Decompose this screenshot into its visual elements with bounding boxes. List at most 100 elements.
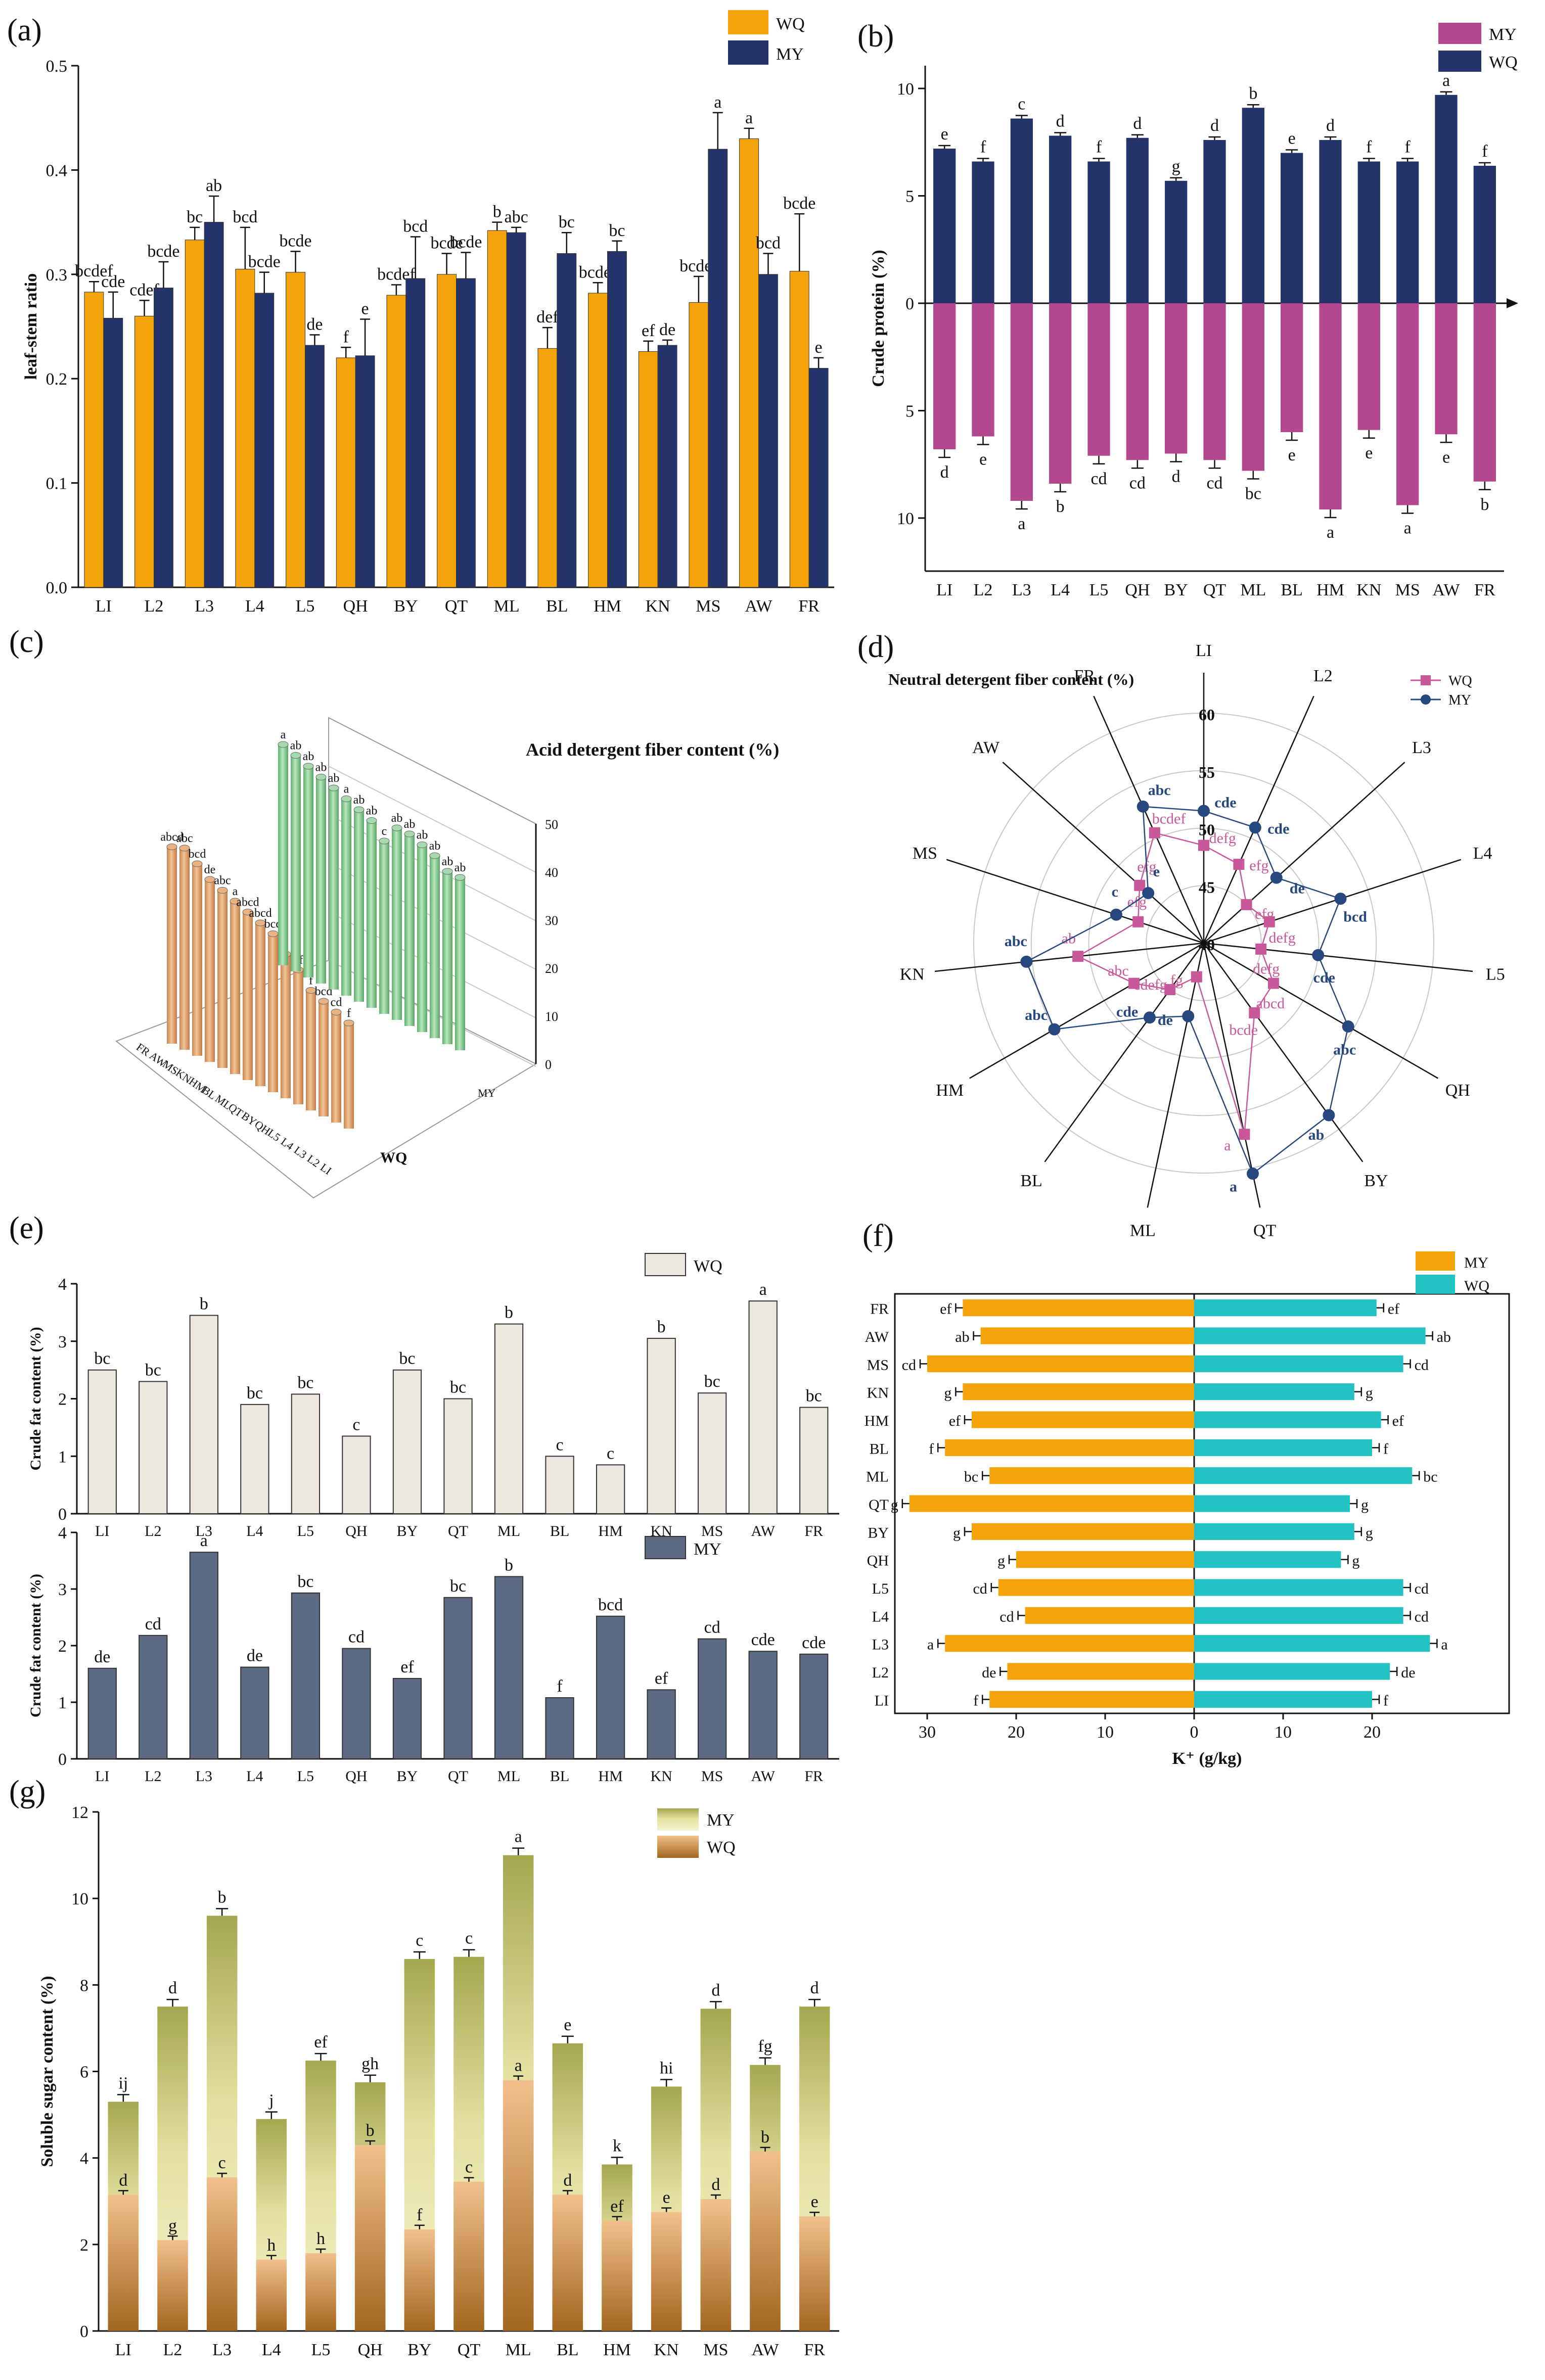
sig-letter: cde: [101, 272, 125, 291]
column-cap: [353, 806, 365, 813]
sig-letter: ab: [315, 761, 327, 774]
error-bar: [1247, 104, 1259, 108]
x-tick-label: L5: [296, 597, 315, 616]
radar-spoke: [1002, 762, 1204, 944]
y-tick-label: ML: [866, 1469, 889, 1485]
legend-label-WQ: WQ: [776, 15, 805, 33]
radar-line-MY: [1025, 806, 1349, 1175]
z-tick-label: 30: [545, 913, 558, 928]
bar-WQ: [799, 2216, 830, 2331]
sig-letter: ab: [366, 805, 378, 818]
x-tick-label: L2: [145, 597, 164, 616]
x-tick-label: L4: [246, 1768, 263, 1785]
legend-swatch-MY: [1416, 1251, 1455, 1271]
bar-WQ: [1194, 1383, 1354, 1401]
sig-letter: e: [815, 338, 823, 357]
error-bar: [1286, 432, 1298, 441]
error-bar: [973, 1331, 981, 1340]
sig-letter: b: [1480, 495, 1489, 514]
sig-letter: bc: [704, 1372, 720, 1391]
sig-letter-MY: ij: [118, 2074, 128, 2092]
radar-spoke: [1203, 943, 1364, 1162]
sig-letter: cd: [1415, 1357, 1429, 1373]
bar-MY: [1049, 303, 1072, 484]
bar-WQ: [189, 1315, 218, 1514]
sig-letter: c: [352, 1415, 360, 1434]
bar-WQ: [552, 2195, 583, 2331]
column-MY: [341, 799, 351, 996]
bar-WQ: [108, 2195, 139, 2331]
x-tick-label: QH: [343, 597, 368, 616]
sig-letter: abc: [505, 208, 528, 226]
legend-label-MY: MY: [1448, 692, 1471, 708]
bar-WQ: [1194, 1355, 1403, 1372]
sig-letter: bcde: [279, 231, 311, 250]
sig-letter: de: [659, 320, 675, 339]
error-bar: [117, 2094, 129, 2102]
error-bar: [511, 226, 522, 233]
y-tick-label: FR: [870, 1301, 889, 1318]
column-WQ: [255, 923, 265, 1086]
sig-letter: d: [1326, 116, 1335, 135]
sig-letter: b: [1249, 84, 1257, 103]
sig-letter: bcd: [233, 208, 257, 226]
radar-point-MY: [1048, 1023, 1061, 1036]
column-cap: [217, 887, 228, 894]
x-tick-label: L3: [196, 1523, 212, 1539]
error-bar: [315, 2248, 326, 2253]
sig-letter: ab: [404, 818, 416, 831]
bar-MY: [87, 1667, 117, 1760]
bar-WQ: [1010, 118, 1033, 303]
sig-letter: de: [1290, 880, 1305, 897]
bar-MY: [748, 1651, 778, 1759]
legend-label-MY: MY: [694, 1540, 721, 1559]
sig-letter: a: [1442, 71, 1450, 90]
sig-letter: e: [1288, 129, 1296, 148]
column-cap: [341, 796, 352, 802]
sig-letter: f: [309, 974, 313, 988]
bar-WQ: [933, 149, 956, 303]
error-bar: [643, 340, 654, 352]
bar-WQ: [537, 348, 558, 588]
x-tick-label: BY: [394, 597, 418, 616]
error-bar: [166, 1998, 179, 2007]
sig-letter: d: [1056, 112, 1065, 131]
sig-letter: cd: [1090, 470, 1107, 488]
bar-MY: [456, 278, 476, 588]
x-tick-label: BY: [1164, 581, 1188, 599]
bar-WQ: [700, 2199, 732, 2331]
column-MY: [455, 877, 465, 1050]
sig-letter: defg: [1209, 830, 1236, 847]
z-tick-label: 0: [545, 1057, 552, 1072]
sig-letter: abcd: [236, 896, 259, 909]
bar-MY: [1473, 303, 1496, 482]
error-bar: [290, 251, 301, 272]
bar-WQ: [494, 1323, 524, 1514]
error-bar: [1015, 501, 1028, 510]
error-bar: [919, 1359, 927, 1369]
bar-MY: [305, 345, 325, 588]
x-tick-label: MS: [701, 1768, 723, 1785]
x-tick-label: FR: [804, 1768, 823, 1785]
radar-spoke: [1093, 695, 1205, 944]
column-cap: [290, 752, 301, 759]
error-bar: [1054, 132, 1067, 136]
error-bar: [314, 2052, 327, 2061]
radar-point-MY: [1142, 887, 1155, 900]
error-bar: [611, 2157, 623, 2165]
bar-MY: [980, 1327, 1194, 1344]
bar-WQ: [651, 2212, 682, 2331]
sig-letter: abc: [1108, 963, 1129, 979]
column-cap: [417, 842, 428, 848]
legend-swatch-MY: [645, 1536, 686, 1559]
error-bar: [158, 261, 169, 288]
x-tick-label: 0: [1190, 1723, 1199, 1742]
radar-spoke: [1203, 942, 1438, 1079]
sig-letter: ef: [642, 321, 655, 340]
error-bar: [938, 145, 951, 149]
radar-point-WQ: [1164, 984, 1176, 996]
legend-swatch-WQ: [657, 1836, 699, 1858]
column-cap: [230, 898, 241, 905]
